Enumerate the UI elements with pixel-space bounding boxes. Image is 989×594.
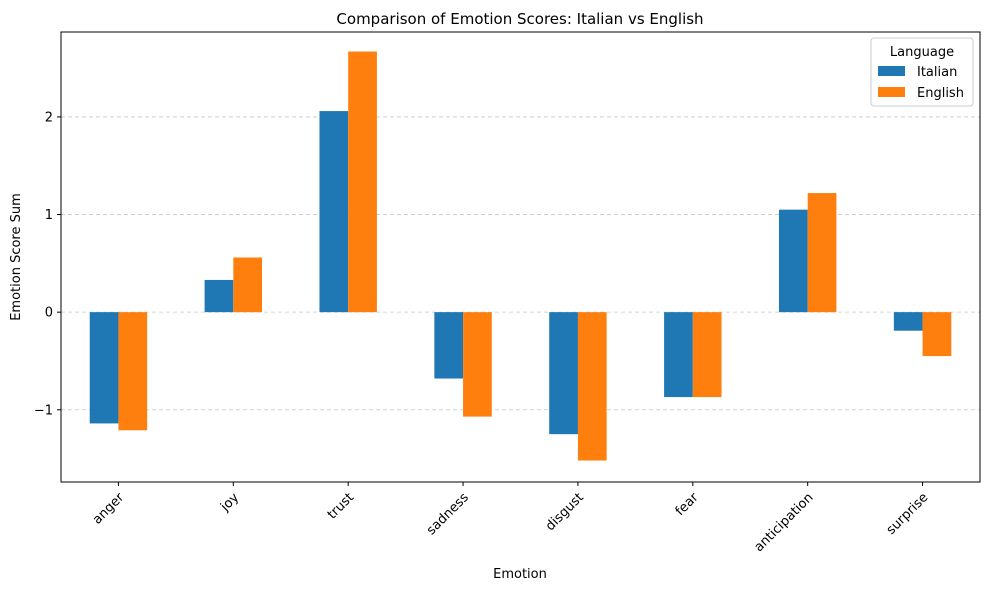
bar-italian-anger (89, 312, 119, 424)
legend-swatch-english (878, 87, 905, 97)
legend-label-italian: Italian (917, 65, 957, 80)
bar-italian-anticipation (778, 209, 808, 313)
bar-english-disgust (577, 312, 607, 461)
y-tick-label: −1 (34, 403, 53, 418)
y-tick-label: 1 (45, 208, 53, 223)
chart-title: Comparison of Emotion Scores: Italian vs… (336, 10, 703, 28)
bar-english-joy (233, 257, 263, 313)
legend: Language Italian English (870, 37, 974, 107)
bar-italian-disgust (549, 312, 578, 435)
bar-italian-fear (664, 312, 693, 398)
bar-english-anticipation (807, 193, 837, 313)
bar-italian-surprise (893, 312, 923, 331)
y-axis-label: Emotion Score Sum (9, 193, 24, 321)
bar-italian-trust (319, 111, 349, 313)
bar-italian-joy (204, 279, 234, 313)
y-axis-ticks: −1 0 1 2 (34, 110, 61, 418)
bar-english-trust (348, 51, 377, 313)
y-tick-label: 2 (45, 110, 53, 125)
legend-label-english: English (917, 86, 964, 101)
bar-english-surprise (922, 312, 952, 357)
bar-english-fear (692, 312, 722, 398)
bar-english-anger (118, 312, 148, 431)
bar-english-sadness (463, 312, 492, 417)
legend-title: Language (890, 45, 954, 60)
x-axis-label: Emotion (493, 567, 547, 582)
bars (89, 51, 952, 461)
plot-frame (60, 31, 981, 483)
bar-italian-sadness (434, 312, 464, 379)
legend-swatch-italian (878, 66, 905, 76)
y-tick-label: 0 (45, 306, 53, 321)
